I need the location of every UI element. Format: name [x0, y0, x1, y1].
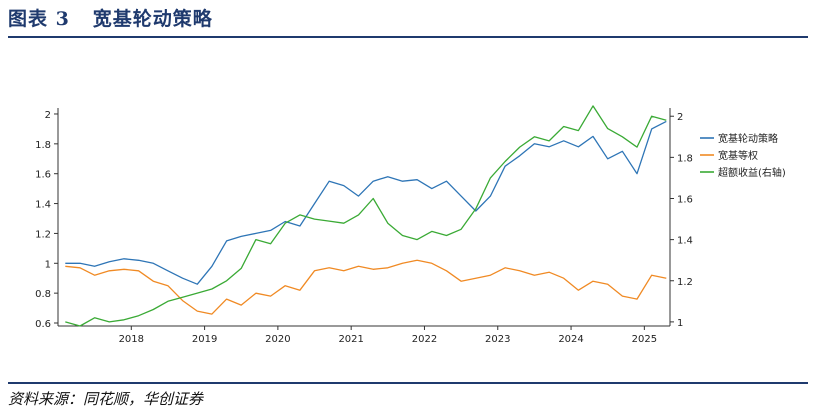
x-tick-label: 2023 [485, 334, 510, 345]
x-tick-label: 2025 [632, 334, 657, 345]
y-left-tick-label: 2 [45, 110, 51, 121]
y-right-tick-label: 1.8 [677, 153, 693, 164]
y-left-tick-label: 0.8 [35, 289, 51, 300]
x-tick-label: 2019 [192, 334, 217, 345]
series-line-3 [65, 105, 667, 327]
y-left-tick-label: 1.4 [35, 200, 51, 211]
y-right-tick-label: 1.6 [677, 194, 693, 205]
y-right-tick-label: 1 [677, 318, 683, 329]
legend-label: 宽基等权 [718, 149, 758, 162]
y-left-tick-label: 1.2 [35, 229, 51, 240]
series-line-1 [65, 120, 667, 285]
y-right-tick-label: 1.4 [677, 236, 693, 247]
legend-label: 宽基轮动策略 [718, 132, 778, 145]
y-right-tick-label: 1.2 [677, 277, 693, 288]
bottom-divider [8, 382, 808, 384]
x-tick-label: 2022 [412, 334, 437, 345]
series-line-2 [65, 259, 667, 315]
y-left-tick-label: 1.6 [35, 170, 51, 181]
figure-label: 图表 3 [8, 8, 70, 30]
source-note: 资料来源：同花顺，华创证券 [8, 390, 204, 408]
top-divider [8, 36, 808, 38]
y-left-tick-label: 0.6 [35, 319, 51, 330]
x-tick-label: 2018 [119, 334, 144, 345]
y-left-tick-label: 1.8 [35, 140, 51, 151]
legend-label: 超额收益(右轴) [718, 166, 786, 179]
y-right-tick-label: 2 [677, 112, 683, 123]
x-tick-label: 2020 [265, 334, 290, 345]
x-tick-label: 2024 [558, 334, 583, 345]
figure-title-text: 宽基轮动策略 [92, 8, 213, 30]
figure-title: 图表 3 宽基轮动策略 [8, 4, 213, 31]
y-left-tick-label: 1 [45, 259, 51, 270]
x-tick-label: 2021 [338, 334, 363, 345]
